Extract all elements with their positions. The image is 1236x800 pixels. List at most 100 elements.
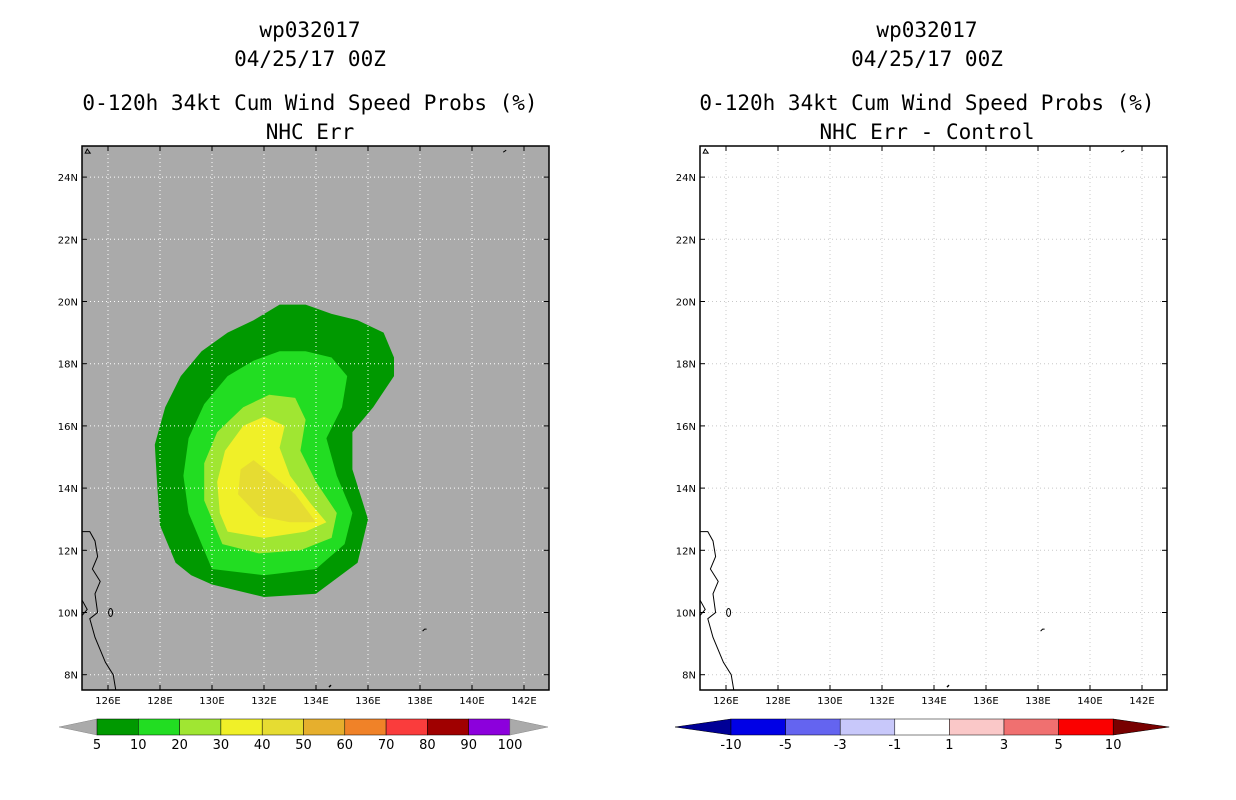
right-lon-label: 134E xyxy=(921,696,946,707)
right-colorbar-low-end xyxy=(674,718,732,736)
left-island-marker xyxy=(328,684,332,688)
right-island-outline xyxy=(699,599,706,616)
left-lat-label: 20N xyxy=(58,298,78,309)
left-colorbar-label: 60 xyxy=(337,738,354,753)
right-storm-id: wp032017 xyxy=(876,18,978,42)
right-colorbar-box xyxy=(1003,718,1059,736)
left-colorbar-box xyxy=(427,718,469,736)
left-colorbar-label: 5 xyxy=(93,738,101,753)
left-colorbar-high-end xyxy=(509,718,549,736)
left-colorbar-box xyxy=(385,718,428,736)
left-colorbar-box xyxy=(303,718,346,736)
left-lat-label: 12N xyxy=(58,546,78,557)
right-colorbar-box xyxy=(894,718,950,736)
left-colorbar-box xyxy=(179,718,222,736)
left-island-marker xyxy=(84,148,92,154)
left-colorbar-box xyxy=(468,718,511,736)
left-lon-label: 142E xyxy=(511,696,536,707)
left-colorbar-label: 30 xyxy=(213,738,230,753)
right-lon-label: 140E xyxy=(1077,696,1102,707)
left-lat-label: 24N xyxy=(58,173,78,184)
right-island-marker xyxy=(946,684,950,688)
right-colorbar-label: -10 xyxy=(720,738,741,753)
right-datetime: 04/25/17 00Z xyxy=(851,47,1003,71)
left-colorbar: 5 10 20 30 40 50 60 70 80 90 100 xyxy=(58,718,549,753)
right-lon-label: 132E xyxy=(869,696,894,707)
left-lat-label: 22N xyxy=(58,235,78,246)
left-map-panel: 126E 128E 130E 132E 134E 136E 138E 140E 142E 8N 10… xyxy=(58,145,550,707)
right-subtitle: NHC Err - Control xyxy=(819,120,1035,144)
right-island-marker xyxy=(1120,149,1125,153)
left-lon-label: 126E xyxy=(95,696,120,707)
right-lat-label: 12N xyxy=(676,546,696,557)
right-colorbar: -10 -5 -3 -1 1 3 5 10 xyxy=(674,718,1170,753)
right-lat-label: 10N xyxy=(676,609,696,620)
right-island-marker xyxy=(1040,628,1045,632)
left-colorbar-label: 40 xyxy=(254,738,271,753)
right-colorbar-label: 1 xyxy=(945,738,953,753)
left-colorbar-low-end xyxy=(58,718,98,736)
right-product-title: 0-120h 34kt Cum Wind Speed Probs (%) xyxy=(699,91,1155,115)
left-lat-label: 16N xyxy=(58,422,78,433)
left-lon-label: 132E xyxy=(251,696,276,707)
right-colorbar-box xyxy=(839,718,896,736)
right-colorbar-box xyxy=(730,718,786,736)
right-colorbar-label: -3 xyxy=(834,738,847,753)
right-lat-label: 16N xyxy=(676,422,696,433)
left-colorbar-label: 100 xyxy=(498,738,523,753)
left-coastline xyxy=(82,531,117,691)
right-colorbar-box xyxy=(949,718,1005,736)
right-lat-label: 18N xyxy=(676,360,696,371)
left-lon-label: 136E xyxy=(355,696,380,707)
left-subtitle: NHC Err xyxy=(265,120,355,144)
left-product-title: 0-120h 34kt Cum Wind Speed Probs (%) xyxy=(82,91,538,115)
left-lat-label: 8N xyxy=(64,671,78,682)
right-lat-label: 22N xyxy=(676,235,696,246)
left-colorbar-box xyxy=(138,718,180,736)
left-lat-label: 18N xyxy=(58,360,78,371)
right-map-panel: 126E 128E 130E 132E 134E 136E 138E 140E 142E 8N 10… xyxy=(676,145,1168,707)
left-lon-label: 128E xyxy=(147,696,172,707)
right-colorbar-box xyxy=(785,718,841,736)
left-island-marker xyxy=(502,149,507,153)
right-colorbar-label: -5 xyxy=(779,738,792,753)
right-colorbar-label: 10 xyxy=(1105,738,1122,753)
right-colorbar-label: 3 xyxy=(1000,738,1008,753)
left-datetime: 04/25/17 00Z xyxy=(234,47,386,71)
right-lon-label: 136E xyxy=(973,696,998,707)
left-colorbar-box xyxy=(344,718,387,736)
right-colorbar-label: -1 xyxy=(888,738,901,753)
right-colorbar-label: 5 xyxy=(1054,738,1062,753)
left-colorbar-label: 80 xyxy=(419,738,436,753)
right-colorbar-high-end xyxy=(1112,718,1170,736)
left-colorbar-label: 90 xyxy=(460,738,477,753)
right-colorbar-box xyxy=(1058,718,1114,736)
right-island-outline xyxy=(726,608,732,617)
prob-contour-40 xyxy=(238,460,316,523)
left-island-outline xyxy=(108,608,114,617)
right-lat-label: 20N xyxy=(676,298,696,309)
left-lon-label: 130E xyxy=(199,696,224,707)
right-coastline xyxy=(700,531,735,691)
right-lon-label: 126E xyxy=(713,696,738,707)
left-colorbar-label: 10 xyxy=(130,738,147,753)
left-colorbar-box xyxy=(220,718,263,736)
right-island-marker xyxy=(702,148,710,154)
right-lat-label: 8N xyxy=(682,671,696,682)
right-lon-label: 130E xyxy=(817,696,842,707)
left-lon-label: 140E xyxy=(459,696,484,707)
right-lat-label: 24N xyxy=(676,173,696,184)
left-colorbar-label: 20 xyxy=(171,738,188,753)
left-island-marker xyxy=(422,628,427,632)
right-lon-label: 128E xyxy=(765,696,790,707)
left-lat-label: 10N xyxy=(58,609,78,620)
left-colorbar-box xyxy=(261,718,304,736)
left-lon-label: 138E xyxy=(407,696,432,707)
left-colorbar-box xyxy=(96,718,139,736)
left-lat-label: 14N xyxy=(58,484,78,495)
left-colorbar-label: 50 xyxy=(295,738,312,753)
right-lon-label: 142E xyxy=(1129,696,1154,707)
left-lon-label: 134E xyxy=(303,696,328,707)
left-colorbar-label: 70 xyxy=(378,738,395,753)
